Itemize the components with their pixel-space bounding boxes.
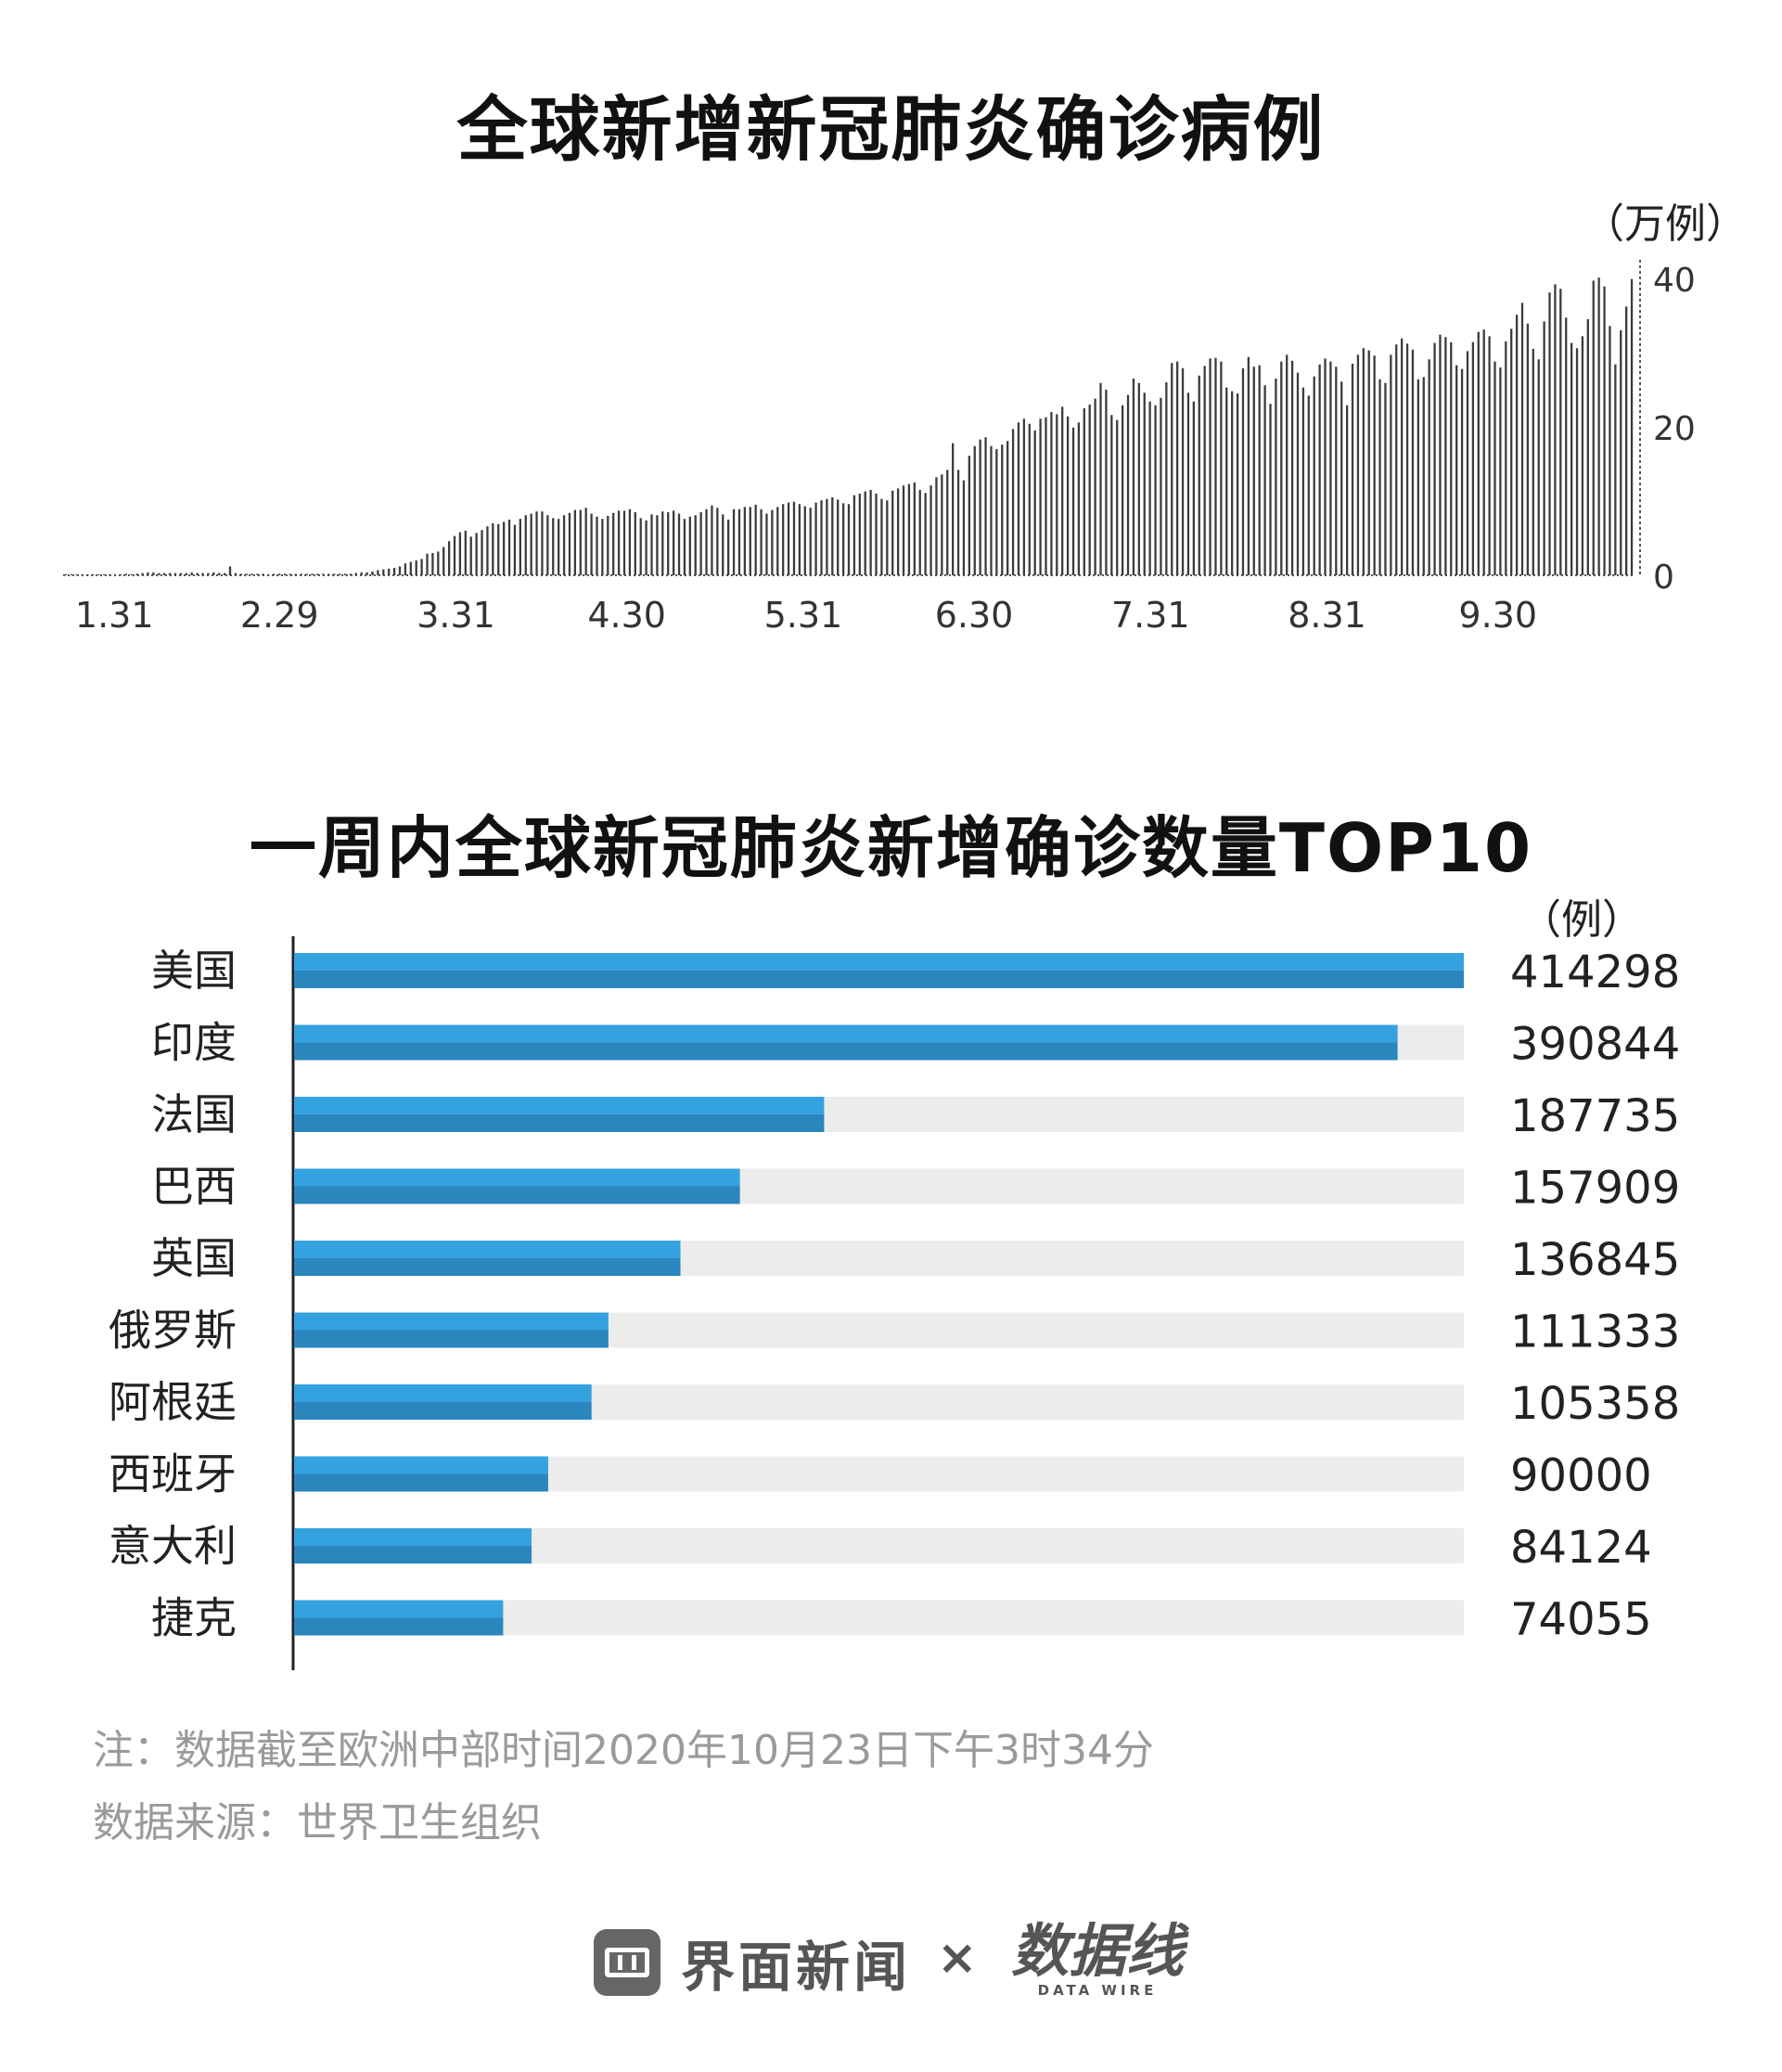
brand-logo: 界面新闻 [594,1921,911,2004]
bar-bottom-half [294,1042,1398,1061]
bar-bottom-half [294,1330,609,1348]
bar-top-half [294,1024,1398,1043]
value-label: 187735 [1510,1090,1680,1142]
partner-name: 数据线 [1011,1917,1185,1985]
bar-top-half [294,1168,740,1187]
x-tick-label: 3.31 [417,595,495,636]
chart-title-top10: 一周内全球新冠肺炎新增确诊数量TOP10 [249,809,1533,887]
category-label: 阿根廷 [109,1377,237,1427]
bar-top-half [294,1456,548,1474]
value-label: 414298 [1510,946,1680,998]
x-tick-label: 2.29 [240,595,319,636]
category-label: 法国 [151,1089,237,1139]
brand-name: 界面新闻 [681,1936,912,1999]
value-label: 157909 [1510,1163,1680,1215]
bar-top-half [294,1528,532,1546]
bar-bottom-half [294,971,1464,988]
bar-top-half [294,1312,609,1331]
bar-top-half [294,953,1464,971]
value-label: 90000 [1510,1450,1652,1502]
bar-bottom-half [294,1474,548,1492]
unit-label-daily: （万例） [1583,200,1747,248]
category-label: 捷克 [151,1593,237,1643]
data-source: 数据来源：世界卫生组织 [93,1799,542,1847]
x-tick-label: 5.31 [764,595,843,636]
partner-subtitle: DATA WIRE [1037,1982,1158,1999]
bar-bottom-half [294,1402,592,1420]
x-tick-label: 4.30 [587,595,666,636]
category-label: 俄罗斯 [109,1306,237,1356]
bar-top-half [294,1384,592,1402]
x-tick-label: 7.31 [1111,595,1190,636]
bar-top-half [294,1097,825,1114]
chart-title-daily: 全球新增新冠肺炎确诊病例 [456,88,1326,171]
category-label: 意大利 [109,1521,237,1571]
bar-bottom-half [294,1114,825,1132]
category-label: 印度 [151,1018,237,1068]
category-label: 英国 [151,1233,237,1283]
x-tick-label: 1.31 [75,595,154,636]
bar-bottom-half [294,1617,504,1636]
daily-cases-chart: 0 20 40 1.31 2.29 3.31 4.30 5.31 6.30 7.31 8.31 9.3… [63,260,1696,636]
bar-bottom-half [294,1546,532,1564]
x-tick-label: 6.30 [935,595,1014,636]
value-label: 111333 [1510,1306,1680,1358]
data-note: 注：数据截至欧洲中部时间2020年10月23日下午3时34分 [93,1727,1154,1774]
value-label: 105358 [1510,1378,1680,1430]
unit-label-top10: （例） [1520,896,1643,944]
bar-top-half [294,1600,504,1618]
x-tick-label: 9.30 [1458,595,1537,636]
partner-logo: 数据线 DATA WIRE [1011,1921,1184,2004]
category-label: 美国 [151,946,237,996]
value-label: 74055 [1510,1594,1652,1646]
bar-bottom-half [294,1186,740,1204]
value-label: 84124 [1510,1522,1652,1574]
bar-top-half [294,1241,681,1258]
times-symbol: × [937,1930,978,1986]
value-label: 136845 [1510,1234,1680,1286]
y-tick-label: 0 [1653,559,1674,597]
y-tick-label: 40 [1653,262,1696,300]
x-tick-label: 8.31 [1288,595,1366,636]
category-label: 西班牙 [109,1449,237,1499]
category-label: 巴西 [151,1162,237,1212]
value-label: 390844 [1510,1019,1680,1071]
y-tick-label: 20 [1653,410,1696,448]
bar-bottom-half [294,1258,681,1276]
brand-icon [594,1929,660,1996]
top10-bar-chart: 美国 414298 印度 390844 法国 187735 巴西 157909 英国 136845… [109,936,1680,1670]
